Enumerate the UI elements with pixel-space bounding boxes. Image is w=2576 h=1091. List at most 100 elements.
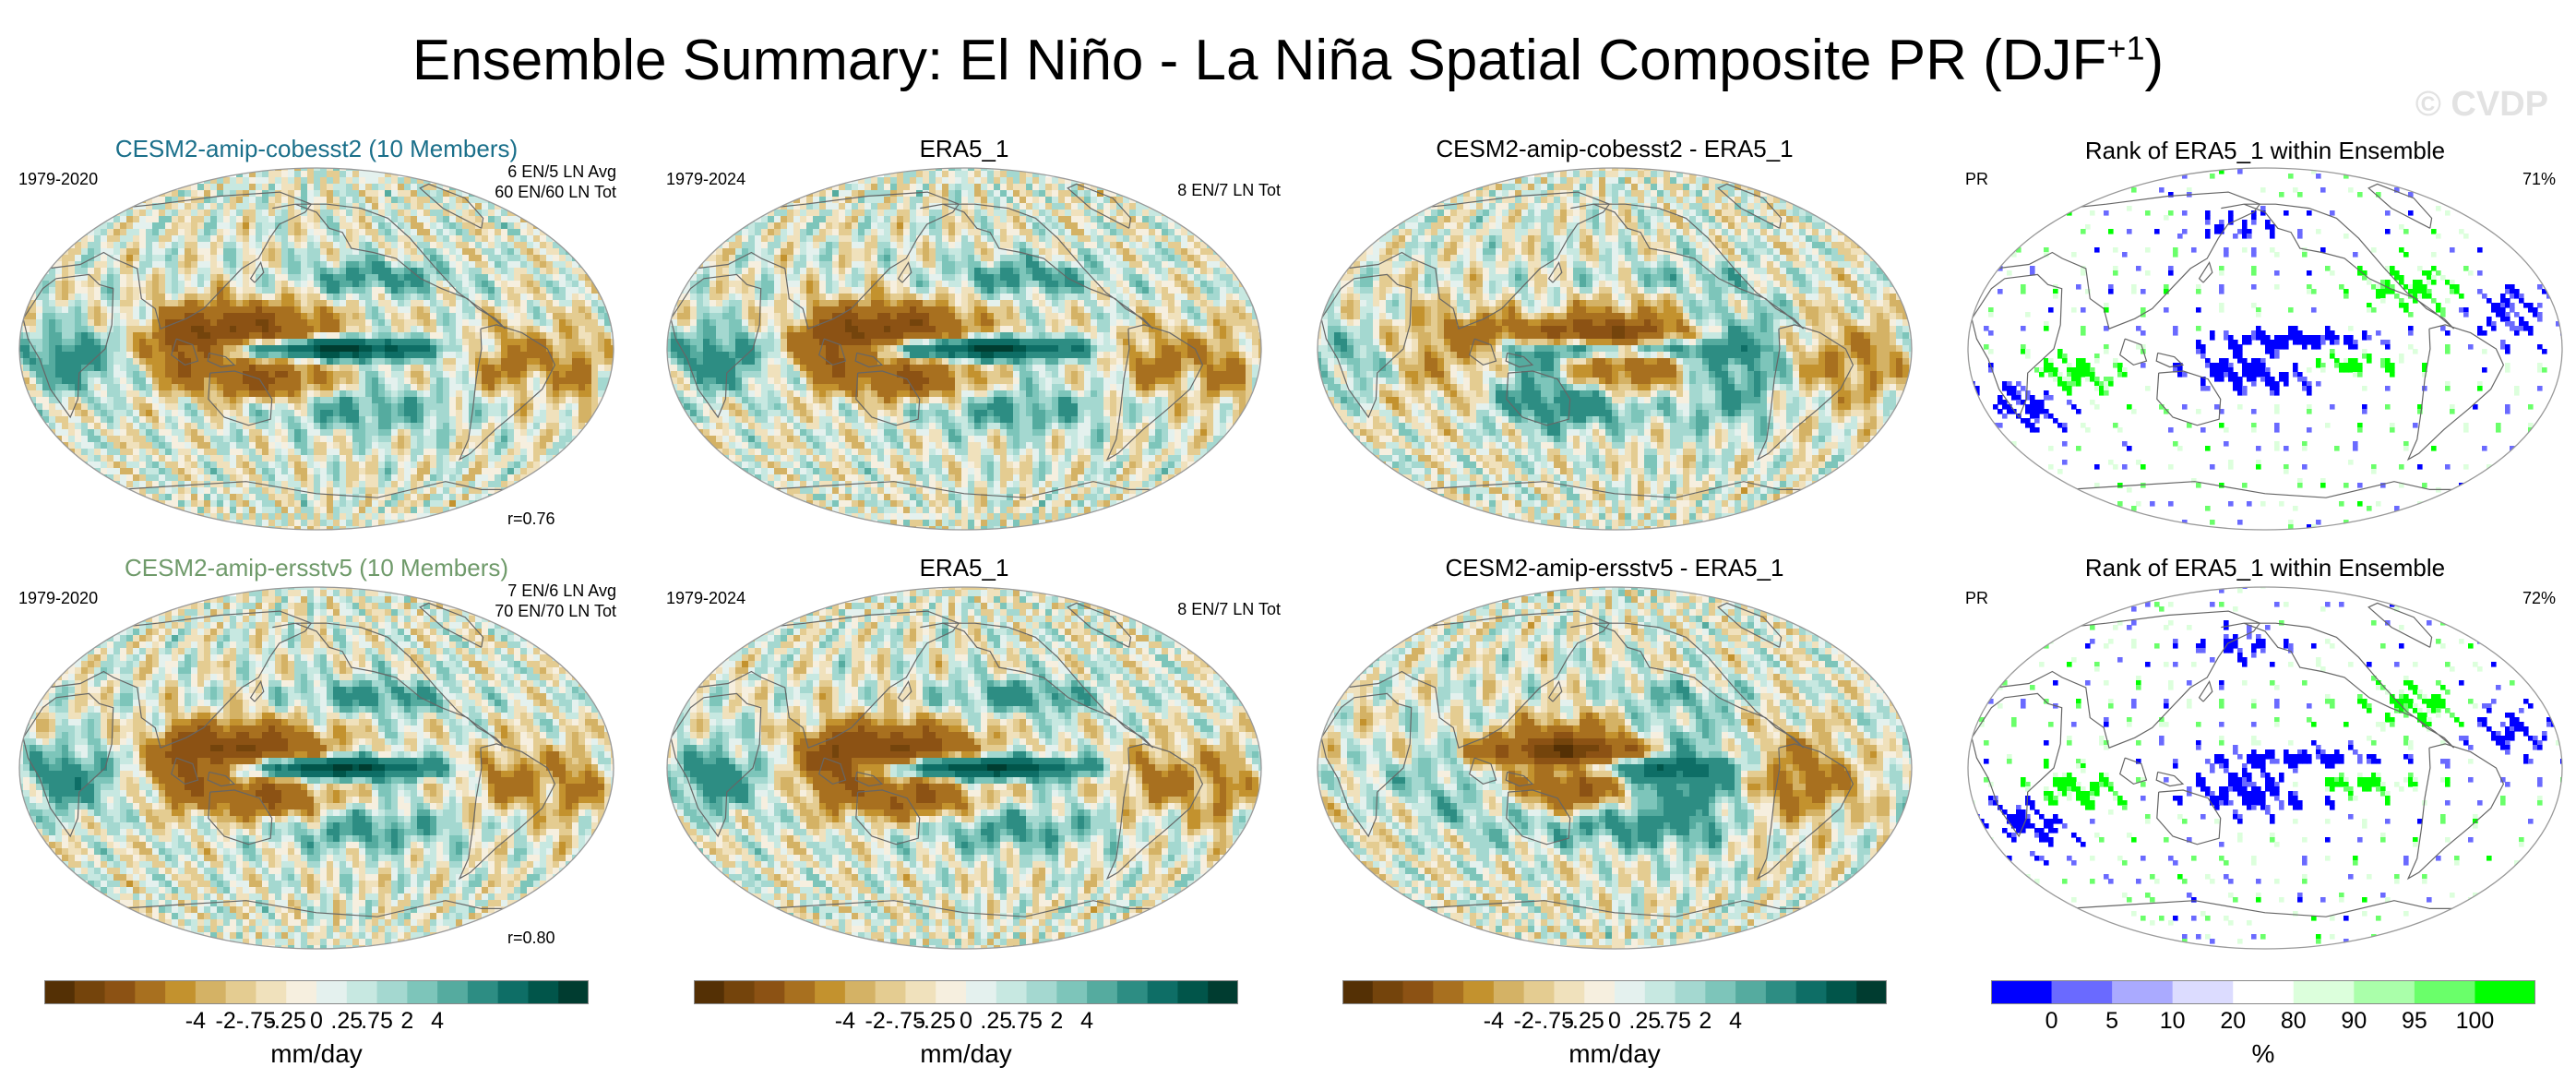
- colorbar-swatch: [844, 980, 877, 1004]
- coastline: [47, 610, 313, 749]
- row1-rank-variable: PR: [1965, 170, 1988, 189]
- map-border: [1317, 586, 1913, 950]
- coastline: [1067, 602, 1132, 648]
- colorbar-tick-label: -2: [865, 1008, 886, 1035]
- coastline: [207, 771, 236, 787]
- coastline: [47, 191, 313, 330]
- row1-rank-percent: 71%: [2445, 170, 2556, 189]
- colorbar-tick-label: 4: [1080, 1008, 1093, 1035]
- coastline: [272, 622, 507, 749]
- row2-model-stats-avg: 7 EN/6 LN Avg: [406, 581, 616, 601]
- row2-model-map: [18, 586, 614, 950]
- row1-obs-stats: 8 EN/7 LN Tot: [1052, 181, 1281, 200]
- colorbar-tick-label: -.75: [236, 1008, 276, 1035]
- row1-model-stats-tot: 60 EN/60 LN Tot: [406, 183, 616, 202]
- colorbar-swatch: [1177, 980, 1209, 1004]
- colorbar-tick-label: .75: [1010, 1008, 1043, 1035]
- coastline: [920, 622, 1154, 749]
- colorbar-swatch: [815, 980, 846, 1004]
- colorbar-swatch: [104, 980, 136, 1004]
- colorbar-swatch: [256, 980, 287, 1004]
- colorbar-swatch: [1208, 980, 1238, 1004]
- map-border: [666, 167, 1262, 531]
- colorbar-diff-units: mm/day: [1568, 1039, 1661, 1069]
- coastline: [1320, 273, 1413, 419]
- row1-obs-years: 1979-2024: [666, 170, 745, 189]
- row2-rank-variable: PR: [1965, 589, 1988, 608]
- coastline: [1996, 191, 2261, 330]
- coastline: [272, 203, 507, 330]
- coastline: [855, 789, 921, 845]
- colorbar-swatch: [1705, 980, 1736, 1004]
- colorbar-tick-label: .25: [1628, 1008, 1661, 1035]
- coastline: [1506, 370, 1571, 426]
- colorbar-tick-label: 20: [2220, 1008, 2246, 1035]
- colorbar-swatch: [2475, 980, 2535, 1004]
- coastline: [1345, 610, 1611, 749]
- coastline: [1971, 692, 2063, 838]
- coastline: [1547, 260, 1563, 283]
- coastline: [854, 771, 884, 787]
- coastline: [1468, 338, 1497, 366]
- coastline: [1756, 324, 1854, 462]
- coastline: [2067, 481, 2463, 498]
- coastline: [2155, 771, 2185, 787]
- colorbar-rank-units: %: [2252, 1039, 2275, 1069]
- coastline: [2198, 260, 2213, 283]
- coastline: [22, 692, 114, 838]
- colorbar-swatch: [1026, 980, 1057, 1004]
- colorbar-swatch: [694, 980, 725, 1004]
- colorbar-swatch: [1402, 980, 1434, 1004]
- coastline: [1345, 191, 1611, 330]
- row1-model-title: CESM2-amip-cobesst2 (10 Members): [17, 135, 616, 163]
- colorbar-swatch: [44, 980, 76, 1004]
- coastline: [2367, 602, 2433, 648]
- colorbar-swatch: [2354, 980, 2415, 1004]
- colorbar-swatch: [1856, 980, 1887, 1004]
- colorbar-swatch: [1463, 980, 1495, 1004]
- colorbar-swatch: [225, 980, 256, 1004]
- row1-diff-title: CESM2-amip-cobesst2 - ERA5_1: [1315, 135, 1914, 163]
- coastline: [1506, 789, 1571, 845]
- coastline: [2155, 352, 2185, 368]
- coastline: [2156, 789, 2222, 845]
- colorbar-obs-units: mm/day: [920, 1039, 1012, 1069]
- coastline: [2406, 324, 2505, 462]
- coastline: [170, 338, 199, 366]
- coastline: [1570, 622, 1805, 749]
- colorbar-swatch: [74, 980, 106, 1004]
- colorbar-swatch: [1342, 980, 1374, 1004]
- colorbar-tick-label: 5: [2105, 1008, 2118, 1035]
- coastline: [817, 757, 847, 785]
- coastline: [1505, 352, 1534, 368]
- row2-rank-title: Rank of ERA5_1 within Ensemble: [1965, 554, 2565, 582]
- coastline: [1756, 743, 1854, 881]
- coastline: [920, 203, 1154, 330]
- colorbar-tick-label: 100: [2456, 1008, 2495, 1035]
- row2-obs-stats: 8 EN/7 LN Tot: [1052, 600, 1281, 619]
- cvdp-watermark: © CVDP: [2415, 85, 2548, 125]
- coastline: [118, 481, 515, 498]
- colorbar-tick-label: -4: [185, 1008, 206, 1035]
- coastline: [695, 610, 960, 749]
- colorbar-swatch: [467, 980, 499, 1004]
- colorbar-swatch: [1675, 980, 1706, 1004]
- colorbar-swatch: [784, 980, 816, 1004]
- row2-obs-years: 1979-2024: [666, 589, 745, 608]
- coastline: [1105, 324, 1204, 462]
- colorbar-tick-label: .25: [330, 1008, 363, 1035]
- colorbar-swatch: [376, 980, 408, 1004]
- colorbar-swatch: [1991, 980, 2053, 1004]
- colorbar-tick-label: 4: [431, 1008, 444, 1035]
- coastline: [2118, 757, 2148, 785]
- colorbar-swatch: [966, 980, 997, 1004]
- coastline: [207, 352, 236, 368]
- colorbar-tick-label: .25: [980, 1008, 1012, 1035]
- colorbar-swatch: [1735, 980, 1767, 1004]
- colorbar-rank: 0 5 10 20 80 90 95 100 %: [1991, 980, 2535, 1082]
- coastline: [1320, 692, 1413, 838]
- colorbar-tick-label: 4: [1729, 1008, 1742, 1035]
- colorbar-tick-label: .75: [361, 1008, 393, 1035]
- row1-model-correlation: r=0.76: [507, 510, 555, 529]
- colorbar-swatch: [1433, 980, 1464, 1004]
